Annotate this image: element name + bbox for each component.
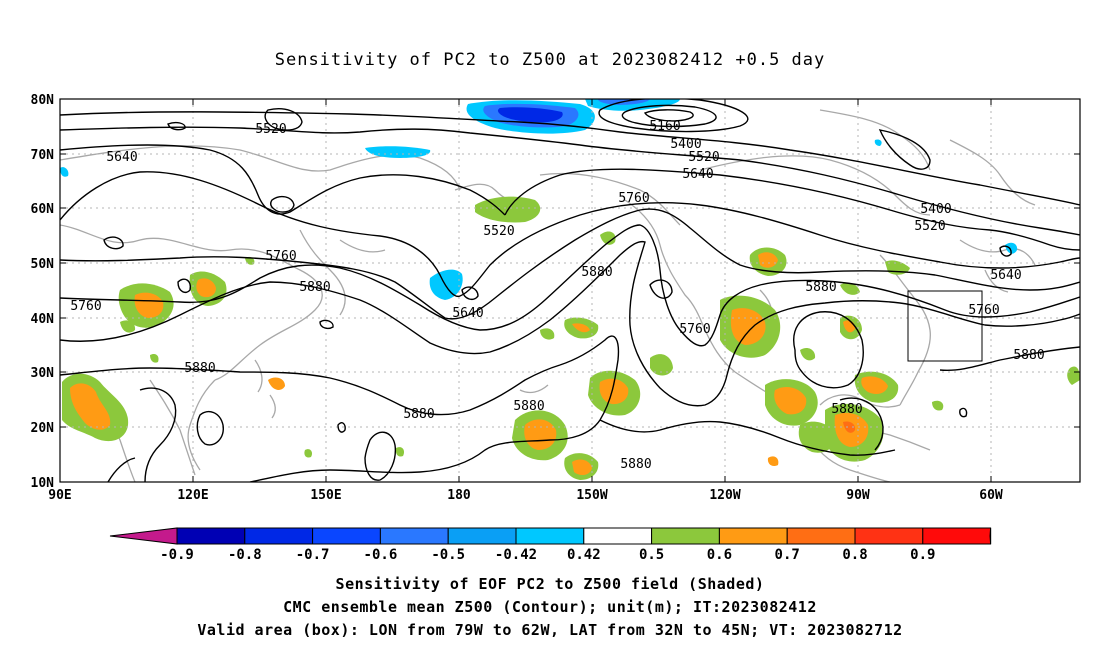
contour-label: 5880 xyxy=(831,402,862,417)
chart-title: Sensitivity of PC2 to Z500 at 2023082412… xyxy=(274,50,826,70)
colorbar-bin xyxy=(176,527,246,545)
colorbar-bin xyxy=(312,527,381,545)
colorbar-bin xyxy=(244,527,314,545)
colorbar-label: 0.42 xyxy=(567,547,601,563)
colorbar-bin xyxy=(651,527,720,545)
colorbar-high-arrow xyxy=(989,527,992,545)
contour-label: 5760 xyxy=(265,249,296,264)
colorbar-label: 0.5 xyxy=(639,547,664,563)
contour-label: 5400 xyxy=(920,202,951,217)
contour-label: 5760 xyxy=(679,322,710,337)
lat-tick-label: 40N xyxy=(31,312,55,327)
lon-tick-label: 150E xyxy=(310,488,341,503)
contour-label: 5520 xyxy=(483,224,514,239)
contour-label: 5640 xyxy=(990,268,1021,283)
contour-label: 5640 xyxy=(106,150,137,165)
contour-label: 5880 xyxy=(1013,348,1044,363)
colorbar-bin xyxy=(447,527,517,545)
colorbar-label: -0.6 xyxy=(364,547,398,563)
colorbar-label: 0.7 xyxy=(775,547,800,563)
contour-label: 5400 xyxy=(670,137,701,152)
contour-label: 5880 xyxy=(581,265,612,280)
footer-line-1: Sensitivity of EOF PC2 to Z500 field (Sh… xyxy=(335,575,765,593)
contour-label: 5880 xyxy=(805,280,836,295)
contour-label: 5880 xyxy=(513,399,544,414)
lat-tick-label: 30N xyxy=(31,366,55,381)
colorbar-label: -0.5 xyxy=(431,547,465,563)
footer-line-2: CMC ensemble mean Z500 (Contour); unit(m… xyxy=(283,598,817,616)
latitude-labels: 80N 70N 60N 50N 40N 30N 20N 10N xyxy=(31,93,55,491)
colorbar-bin xyxy=(379,527,449,545)
contour-label: 5880 xyxy=(403,407,434,422)
contour-label: 5760 xyxy=(70,299,101,314)
lat-tick-label: 80N xyxy=(31,93,55,108)
colorbar-label: 0.9 xyxy=(910,547,935,563)
contour-label: 5880 xyxy=(299,280,330,295)
lat-tick-label: 60N xyxy=(31,202,55,217)
colorbar-bin xyxy=(854,527,924,545)
colorbar-label: 0.6 xyxy=(707,547,732,563)
footer-line-3: Valid area (box): LON from 79W to 62W, L… xyxy=(197,621,903,639)
z500-contours xyxy=(60,99,1080,482)
contour-label: 5880 xyxy=(184,361,215,376)
contour-label: 5640 xyxy=(452,306,483,321)
longitude-labels: 90E 120E 150E 180 150W 120W 90W 60W xyxy=(48,488,1003,503)
colorbar-label: 0.8 xyxy=(842,547,867,563)
contour-label: 5520 xyxy=(255,122,286,137)
contour-label: 5880 xyxy=(620,457,651,472)
colorbar-label: -0.7 xyxy=(296,547,330,563)
lon-tick-label: 90W xyxy=(846,488,870,503)
contour-label: 5520 xyxy=(914,219,945,234)
colorbar-label: -0.42 xyxy=(495,547,537,563)
colorbar-label: -0.9 xyxy=(160,547,194,563)
contour-label: 5760 xyxy=(618,191,649,206)
colorbar-low-arrow xyxy=(109,527,178,545)
lon-tick-label: 180 xyxy=(447,488,471,503)
colorbar-bin xyxy=(718,527,788,545)
contour-label: 5640 xyxy=(682,167,713,182)
valid-area-box xyxy=(907,290,983,362)
contour-label: 5520 xyxy=(688,150,719,165)
lat-tick-label: 10N xyxy=(31,476,55,491)
coastlines xyxy=(60,109,1036,482)
colorbar-bin xyxy=(583,527,653,545)
lat-tick-label: 20N xyxy=(31,421,55,436)
contour-label: 5160 xyxy=(649,119,680,134)
colorbar-label: -0.8 xyxy=(228,547,262,563)
colorbar-bin xyxy=(922,527,992,545)
colorbar-bin xyxy=(515,527,585,545)
lat-tick-label: 70N xyxy=(31,148,55,163)
lon-tick-label: 60W xyxy=(979,488,1003,503)
lat-tick-label: 50N xyxy=(31,257,55,272)
contour-labels: 5520 5640 5160 5400 5520 5640 5760 5400 … xyxy=(70,119,1044,472)
contour-label: 5760 xyxy=(968,303,999,318)
lon-tick-label: 150W xyxy=(576,488,607,503)
colorbar-bin xyxy=(786,527,856,545)
colorbar: -0.9 -0.8 -0.7 -0.6 -0.5 -0.42 0.42 0.5 0.6 0.7 0.… xyxy=(109,527,992,563)
lon-tick-label: 120E xyxy=(177,488,208,503)
lon-tick-label: 120W xyxy=(709,488,740,503)
lon-tick-label: 90E xyxy=(48,488,71,503)
plot-frame xyxy=(59,98,1081,483)
tick-marks xyxy=(60,98,1080,483)
